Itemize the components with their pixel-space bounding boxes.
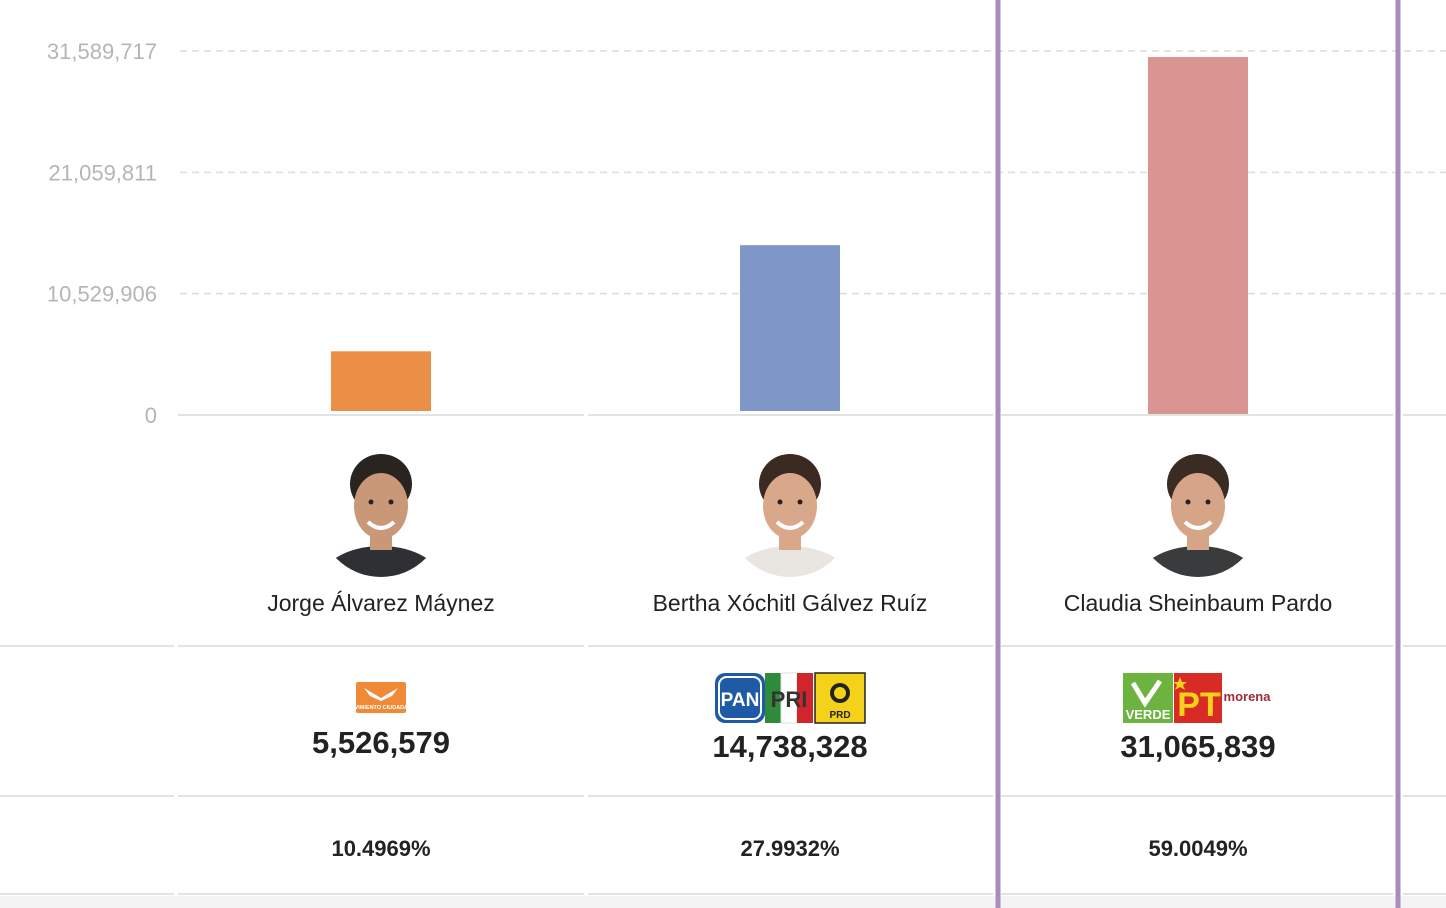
pan-logo: PAN bbox=[715, 673, 765, 723]
party-logos: MOVIMIENTO CIUDADANO bbox=[346, 682, 417, 713]
y-tick-label: 0 bbox=[145, 403, 157, 428]
movimiento-ciudadano-logo: MOVIMIENTO CIUDADANO bbox=[346, 682, 417, 713]
table-footer-shade bbox=[0, 896, 1446, 908]
vote-count: 14,738,328 bbox=[712, 729, 867, 764]
candidate-name: Bertha Xóchitl Gálvez Ruíz bbox=[653, 590, 928, 616]
y-tick-label: 10,529,906 bbox=[47, 282, 157, 307]
svg-text:VERDE: VERDE bbox=[1126, 707, 1171, 722]
svg-text:morena: morena bbox=[1224, 689, 1272, 704]
y-tick-label: 21,059,811 bbox=[49, 160, 157, 185]
vote-count: 31,065,839 bbox=[1120, 729, 1275, 764]
avatar bbox=[318, 451, 444, 577]
svg-text:PAN: PAN bbox=[721, 690, 760, 711]
vote-percentage: 59.0049% bbox=[1148, 836, 1247, 861]
verde-logo: VERDE bbox=[1123, 673, 1173, 723]
avatar bbox=[727, 451, 853, 577]
party-logos: PAN PRI PRD bbox=[715, 672, 866, 724]
svg-text:PT: PT bbox=[1177, 686, 1221, 724]
bar[interactable] bbox=[331, 351, 431, 411]
svg-text:MOVIMIENTO CIUDADANO: MOVIMIENTO CIUDADANO bbox=[346, 705, 417, 711]
bar[interactable] bbox=[1148, 57, 1248, 416]
morena-logo: morena bbox=[1224, 689, 1272, 704]
candidate-column: Jorge Álvarez Máynez MOVIMIENTO CIUDADANO… bbox=[267, 451, 495, 861]
candidate-column: Bertha Xóchitl Gálvez Ruíz PAN PRI PRD 14,73… bbox=[653, 451, 928, 861]
pri-logo: PRI bbox=[765, 672, 813, 724]
avatar bbox=[1135, 451, 1261, 577]
y-tick-label: 31,589,717 bbox=[47, 39, 157, 64]
candidate-column: Claudia Sheinbaum Pardo VERDE PT morena 31,0… bbox=[1064, 451, 1333, 861]
candidate-name: Claudia Sheinbaum Pardo bbox=[1064, 590, 1333, 616]
svg-text:PRI: PRI bbox=[771, 687, 808, 712]
vote-percentage: 27.9932% bbox=[740, 836, 839, 861]
bar[interactable] bbox=[740, 245, 840, 411]
pt-logo: PT bbox=[1173, 673, 1222, 724]
vote-percentage: 10.4969% bbox=[331, 836, 430, 861]
candidate-name: Jorge Álvarez Máynez bbox=[267, 590, 495, 616]
party-logos: VERDE PT morena bbox=[1123, 673, 1271, 724]
prd-logo: PRD bbox=[814, 672, 866, 724]
svg-text:PRD: PRD bbox=[829, 710, 850, 721]
vote-count: 5,526,579 bbox=[312, 725, 450, 760]
